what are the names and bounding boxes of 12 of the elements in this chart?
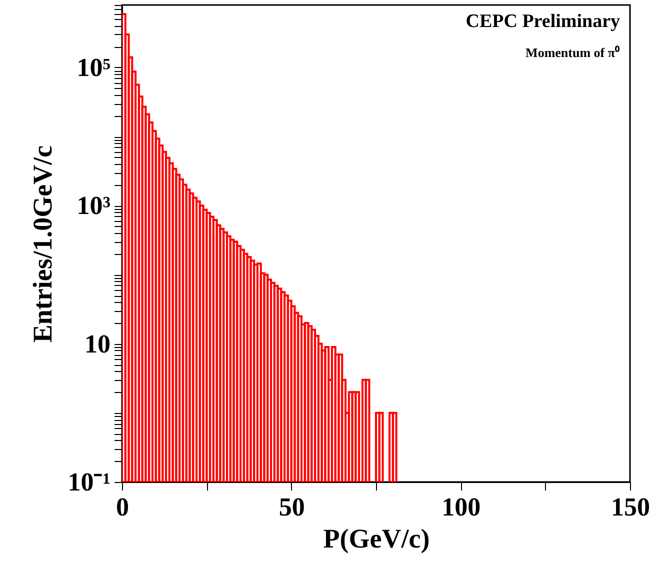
- annotation: CEPC Preliminary: [466, 11, 620, 32]
- x-tick-label: 100: [442, 492, 481, 522]
- x-tick-label: 0: [116, 492, 129, 522]
- y-tick-label: 10⁵: [76, 52, 111, 82]
- x-axis-title: P(GeV/c): [323, 524, 430, 554]
- y-tick-label: 10⁻¹: [68, 468, 110, 496]
- x-tick-label: 150: [611, 492, 650, 522]
- y-tick-label: 10: [84, 329, 110, 358]
- x-tick-label: 50: [278, 492, 305, 522]
- annotation: Momentum of π⁰: [526, 45, 620, 60]
- y-axis-title: Entries/1.0GeV/c: [28, 145, 58, 343]
- y-tick-label: 10³: [76, 191, 111, 220]
